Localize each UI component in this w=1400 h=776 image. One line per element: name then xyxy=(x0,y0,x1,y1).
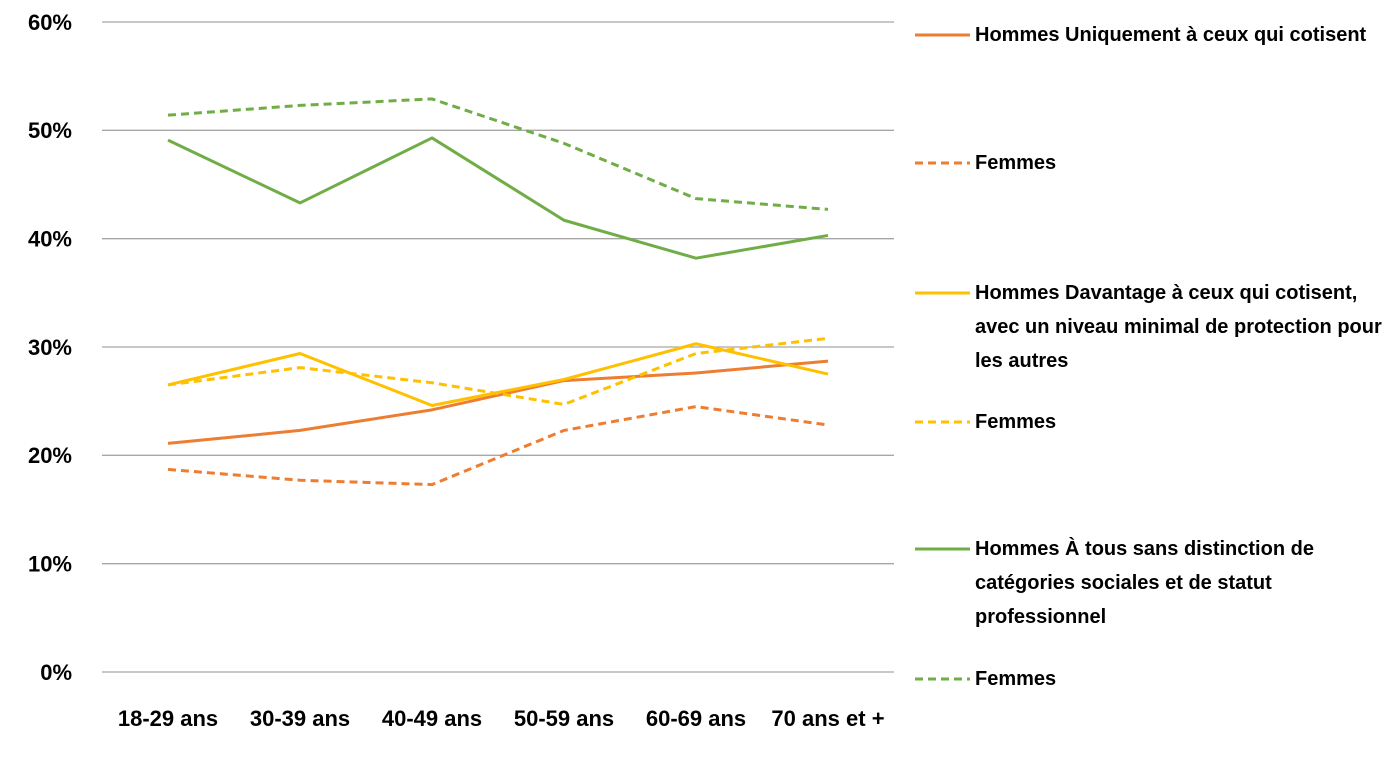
legend-label: Femmes xyxy=(975,152,1057,174)
y-tick-label: 60% xyxy=(28,10,72,35)
legend-label: Femmes xyxy=(975,411,1057,433)
series-line xyxy=(167,97,829,211)
legend-label: Hommes Davantage à ceux qui cotisent, av… xyxy=(975,282,1382,372)
y-tick-label: 30% xyxy=(28,335,72,360)
x-tick-label: 30-39 ans xyxy=(249,706,351,731)
y-tick-label: 10% xyxy=(28,551,72,576)
x-tick-label: 40-49 ans xyxy=(381,706,483,731)
y-tick-label: 40% xyxy=(28,226,72,251)
x-tick-label: 50-59 ans xyxy=(513,706,615,731)
series-line xyxy=(167,359,829,445)
series-line xyxy=(167,136,829,260)
x-tick-label: 70 ans et + xyxy=(771,706,885,731)
series-line xyxy=(167,405,829,487)
legend-label: Hommes À tous sans distinction de catégo… xyxy=(975,538,1314,628)
x-tick-label: 18-29 ans xyxy=(117,706,219,731)
legend-label: Hommes Uniquement à ceux qui cotisent xyxy=(975,24,1367,46)
y-tick-label: 0% xyxy=(40,660,72,685)
x-tick-label: 60-69 ans xyxy=(645,706,747,731)
y-tick-label: 20% xyxy=(28,443,72,468)
legend-label: Femmes xyxy=(975,668,1057,690)
y-tick-label: 50% xyxy=(28,118,72,143)
series-line xyxy=(167,336,829,406)
